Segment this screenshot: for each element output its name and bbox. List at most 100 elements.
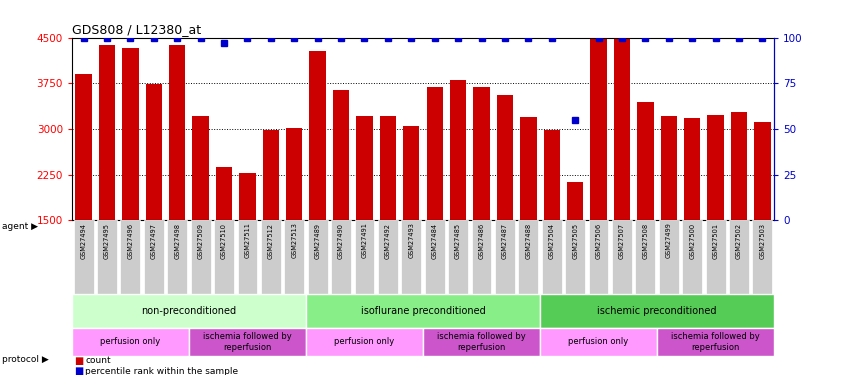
Bar (448, 220, 468, 294)
Bar (589, 220, 608, 294)
Bar (613, 38, 630, 220)
Text: ischemia followed by
reperfusion: ischemia followed by reperfusion (203, 332, 292, 352)
Text: GSM27511: GSM27511 (244, 223, 250, 258)
Text: GSM27488: GSM27488 (525, 223, 531, 259)
Bar (122, 48, 139, 220)
Bar (541, 220, 562, 294)
Text: GSM27504: GSM27504 (549, 223, 555, 259)
Bar (310, 51, 326, 220)
Bar (612, 220, 632, 294)
Text: GSM27499: GSM27499 (666, 223, 672, 258)
Bar (637, 102, 654, 220)
Bar (565, 220, 585, 294)
Text: non-preconditioned: non-preconditioned (141, 306, 237, 315)
Text: GSM27506: GSM27506 (596, 223, 602, 259)
Text: GSM27495: GSM27495 (104, 223, 110, 259)
Bar (190, 220, 211, 294)
Bar (192, 116, 209, 220)
Bar (72, 294, 306, 327)
Text: GSM27492: GSM27492 (385, 223, 391, 259)
Bar (426, 87, 443, 220)
Bar (684, 118, 700, 220)
Text: perfusion only: perfusion only (334, 338, 394, 346)
Bar (216, 167, 233, 220)
Bar (146, 84, 162, 220)
Text: GSM27493: GSM27493 (409, 223, 415, 258)
Bar (378, 220, 398, 294)
Text: count: count (85, 356, 111, 365)
Bar (423, 327, 540, 356)
Bar (332, 90, 349, 220)
Text: GSM27501: GSM27501 (712, 223, 718, 259)
Text: GSM27502: GSM27502 (736, 223, 742, 259)
Bar (591, 38, 607, 220)
Bar (356, 116, 373, 220)
Text: GSM27507: GSM27507 (619, 223, 625, 259)
Text: GSM27494: GSM27494 (80, 223, 86, 259)
Text: GSM27500: GSM27500 (689, 223, 695, 259)
Text: GSM27490: GSM27490 (338, 223, 344, 259)
Bar (286, 128, 303, 220)
Text: isoflurane preconditioned: isoflurane preconditioned (360, 306, 486, 315)
Text: GSM27491: GSM27491 (361, 223, 367, 258)
Bar (495, 220, 515, 294)
Text: GSM27505: GSM27505 (572, 223, 578, 259)
Bar (144, 220, 164, 294)
Text: GSM27484: GSM27484 (431, 223, 437, 259)
Text: ischemia followed by
reperfusion: ischemia followed by reperfusion (671, 332, 760, 352)
Text: GSM27513: GSM27513 (291, 223, 297, 258)
Bar (306, 294, 540, 327)
Text: perfusion only: perfusion only (101, 338, 161, 346)
Bar (659, 220, 678, 294)
Text: agent ▶: agent ▶ (2, 222, 38, 231)
Text: ischemic preconditioned: ischemic preconditioned (597, 306, 717, 315)
Bar (74, 220, 94, 294)
Text: GSM27496: GSM27496 (128, 223, 134, 259)
Bar (567, 182, 584, 220)
Text: ischemia followed by
reperfusion: ischemia followed by reperfusion (437, 332, 526, 352)
Text: protocol ▶: protocol ▶ (2, 356, 48, 364)
Bar (752, 220, 772, 294)
Bar (520, 117, 536, 220)
Bar (754, 122, 771, 220)
Bar (72, 327, 189, 356)
Bar (401, 220, 421, 294)
Text: GSM27486: GSM27486 (479, 223, 485, 259)
Bar (380, 116, 396, 220)
Text: percentile rank within the sample: percentile rank within the sample (85, 367, 239, 375)
Text: GSM27498: GSM27498 (174, 223, 180, 259)
Bar (262, 130, 279, 220)
Bar (497, 95, 514, 220)
Bar (731, 112, 747, 220)
Bar (543, 130, 560, 220)
Bar (471, 220, 492, 294)
Bar (261, 220, 281, 294)
Text: ■: ■ (74, 366, 84, 375)
Bar (473, 87, 490, 220)
Bar (239, 174, 255, 220)
Text: perfusion only: perfusion only (569, 338, 629, 346)
Text: GSM27512: GSM27512 (268, 223, 274, 259)
Bar (635, 220, 656, 294)
Text: GSM27510: GSM27510 (221, 223, 227, 259)
Bar (306, 327, 423, 356)
Bar (707, 115, 724, 220)
Bar (75, 74, 92, 220)
Bar (120, 220, 140, 294)
Bar (284, 220, 305, 294)
Bar (214, 220, 234, 294)
Bar (450, 80, 466, 220)
Bar (682, 220, 702, 294)
Bar (540, 327, 657, 356)
Bar (706, 220, 726, 294)
Bar (540, 294, 774, 327)
Bar (425, 220, 445, 294)
Text: GSM27503: GSM27503 (760, 223, 766, 259)
Text: GSM27497: GSM27497 (151, 223, 157, 259)
Bar (354, 220, 375, 294)
Text: GSM27489: GSM27489 (315, 223, 321, 259)
Text: GSM27509: GSM27509 (198, 223, 204, 259)
Bar (189, 327, 306, 356)
Bar (331, 220, 351, 294)
Bar (168, 220, 187, 294)
